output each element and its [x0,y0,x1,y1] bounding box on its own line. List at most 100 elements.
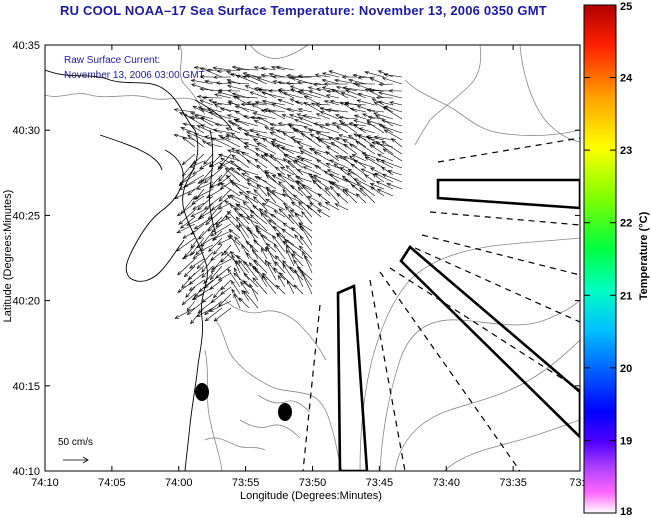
current-arrow [282,193,304,204]
current-arrow-head [193,133,199,137]
current-arrow-head [256,77,262,81]
current-arrow [284,154,304,162]
current-arrow-head [236,224,241,229]
current-arrow [186,300,196,312]
current-arrow-head [176,212,182,217]
current-arrow [236,203,250,211]
current-arrow-head [347,168,353,173]
current-arrow-head [227,80,232,85]
current-arrow [294,269,304,288]
current-arrow-head [376,153,382,158]
current-arrow [213,286,223,299]
current-arrow [273,226,286,239]
current-arrow-head [277,172,282,177]
current-arrow-head [183,272,189,278]
current-arrow [275,166,286,176]
current-arrow [330,100,349,106]
current-arrow-head [209,308,214,312]
current-arrow [250,214,268,232]
current-arrow [245,85,259,92]
current-arrow [252,249,268,267]
current-arrow [256,164,268,176]
current-arrow [356,193,367,204]
current-arrow-head [315,102,320,107]
current-arrow-head [278,181,283,186]
current-arrow [339,120,358,134]
current-arrow [226,133,241,141]
current-arrow-head [328,70,334,74]
current-arrow-head [369,144,374,149]
current-arrow-head [272,80,278,84]
current-arrow-head [325,94,331,98]
current-arrow-head [226,114,232,118]
current-arrow [293,139,304,148]
current-arrow [227,149,241,155]
current-arrow-head [268,72,274,77]
current-arrow [225,135,250,141]
current-arrow [308,129,331,134]
current-arrow [320,111,340,120]
current-arrow [236,216,250,232]
current-arrow-head [205,142,211,146]
current-arrow-head [353,114,359,119]
current-arrow-head [326,169,332,173]
current-arrow-head [342,86,348,90]
current-arrow-head [252,196,258,201]
current-arrow [280,147,304,155]
current-arrow [174,307,196,319]
current-arrow-head [234,110,240,115]
current-arrow [292,160,304,169]
current-arrow-head [226,210,232,216]
current-arrow-head [208,111,214,116]
current-arrow [213,129,232,134]
current-arrow-head [294,100,300,105]
current-arrow [356,182,376,197]
current-arrow [237,127,259,134]
current-arrow [246,178,268,190]
current-arrow-head [381,173,387,178]
current-arrow [228,100,250,113]
current-arrow-head [341,75,347,79]
current-arrow-head [319,107,325,111]
current-arrow-head [306,204,312,209]
current-arrow-head [291,77,297,81]
current-arrow-head [270,65,276,70]
current-arrow-head [251,265,257,270]
current-arrow-head [238,259,243,265]
y-tick-label: 40:15 [12,381,40,393]
current-arrow [257,77,277,85]
current-arrow-head [284,239,289,244]
current-arrow [286,280,295,295]
current-arrow [271,143,286,155]
current-arrow [218,202,232,210]
current-arrow [317,209,331,218]
current-arrow-head [260,73,266,78]
current-arrow-head [375,140,381,146]
current-arrow [304,255,313,267]
current-arrow [254,158,268,169]
current-arrow-head [180,224,185,229]
current-arrow-head [300,158,305,162]
current-arrow [282,114,295,120]
current-arrow-head [332,181,337,186]
current-arrow-head [187,134,192,139]
x-tick-label: 74:00 [165,477,193,489]
current-arrow [244,142,259,148]
current-arrow [290,209,304,218]
current-arrow [187,181,205,196]
current-arrow-head [220,258,225,263]
current-arrow-head [265,174,271,179]
current-arrow [180,195,196,215]
current-arrow-head [201,273,206,279]
colorbar-tick-label: 25 [620,1,632,13]
current-arrow-head [373,102,379,106]
current-arrow-head [234,119,240,123]
colorbar-tick-label: 24 [620,73,633,85]
current-arrow-head [254,147,260,152]
current-arrow [192,167,205,175]
current-arrow [270,154,286,169]
current-arrow [236,255,250,267]
current-arrow [302,251,313,274]
current-arrow-head [290,226,296,232]
current-arrow-head [353,124,358,129]
